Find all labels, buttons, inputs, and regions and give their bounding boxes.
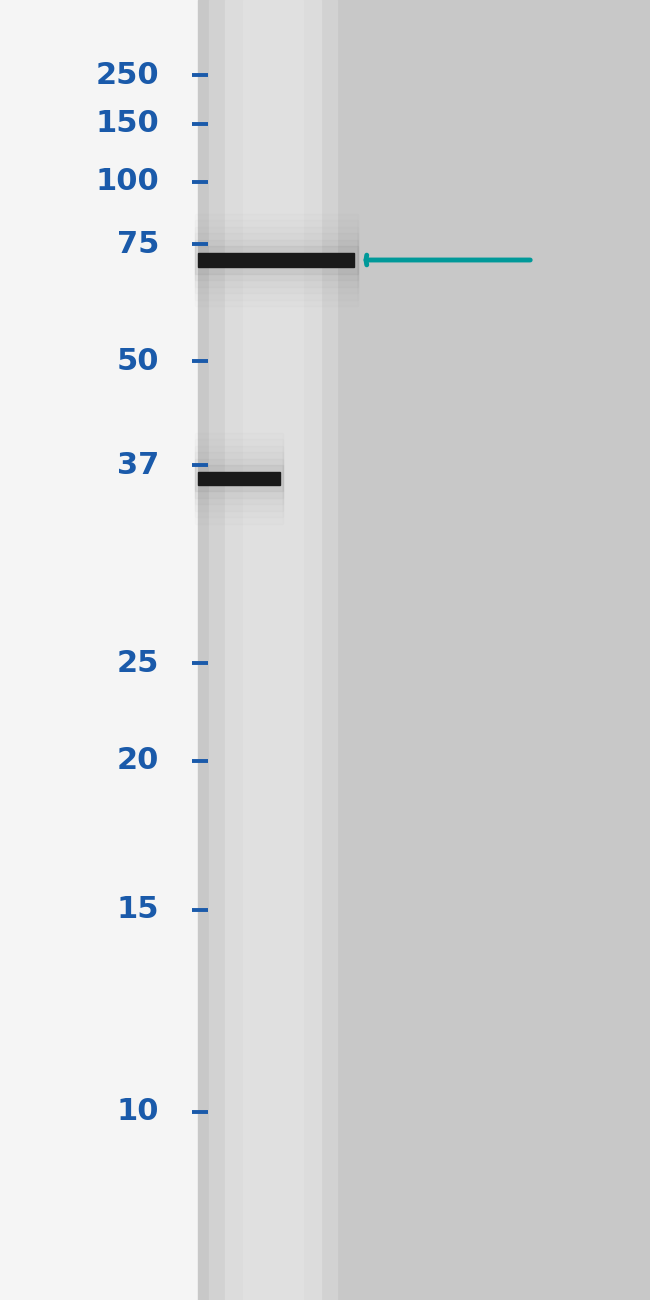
Bar bbox=[198, 472, 280, 485]
Text: 50: 50 bbox=[117, 347, 159, 376]
Text: 150: 150 bbox=[96, 109, 159, 138]
Text: 20: 20 bbox=[117, 746, 159, 775]
Bar bbox=[243, 0, 303, 1300]
Bar bbox=[348, 0, 650, 1300]
Text: 250: 250 bbox=[96, 61, 159, 90]
Text: 75: 75 bbox=[117, 230, 159, 259]
Bar bbox=[195, 226, 358, 292]
Bar bbox=[195, 239, 358, 280]
Bar bbox=[195, 213, 358, 306]
Bar bbox=[195, 465, 283, 491]
Text: 37: 37 bbox=[117, 451, 159, 480]
Bar bbox=[195, 446, 283, 511]
Bar bbox=[195, 452, 283, 504]
Bar bbox=[195, 439, 283, 517]
Bar bbox=[195, 433, 283, 524]
Bar bbox=[225, 0, 321, 1300]
Bar bbox=[0, 0, 198, 1300]
Bar bbox=[195, 233, 358, 286]
Bar bbox=[198, 0, 348, 1300]
Bar bbox=[195, 459, 283, 498]
Text: 10: 10 bbox=[117, 1097, 159, 1126]
Text: 25: 25 bbox=[117, 649, 159, 677]
Bar bbox=[198, 252, 354, 266]
Text: 15: 15 bbox=[117, 896, 159, 924]
Bar bbox=[195, 220, 358, 299]
Bar bbox=[209, 0, 337, 1300]
Text: 100: 100 bbox=[96, 168, 159, 196]
Bar bbox=[195, 246, 358, 273]
